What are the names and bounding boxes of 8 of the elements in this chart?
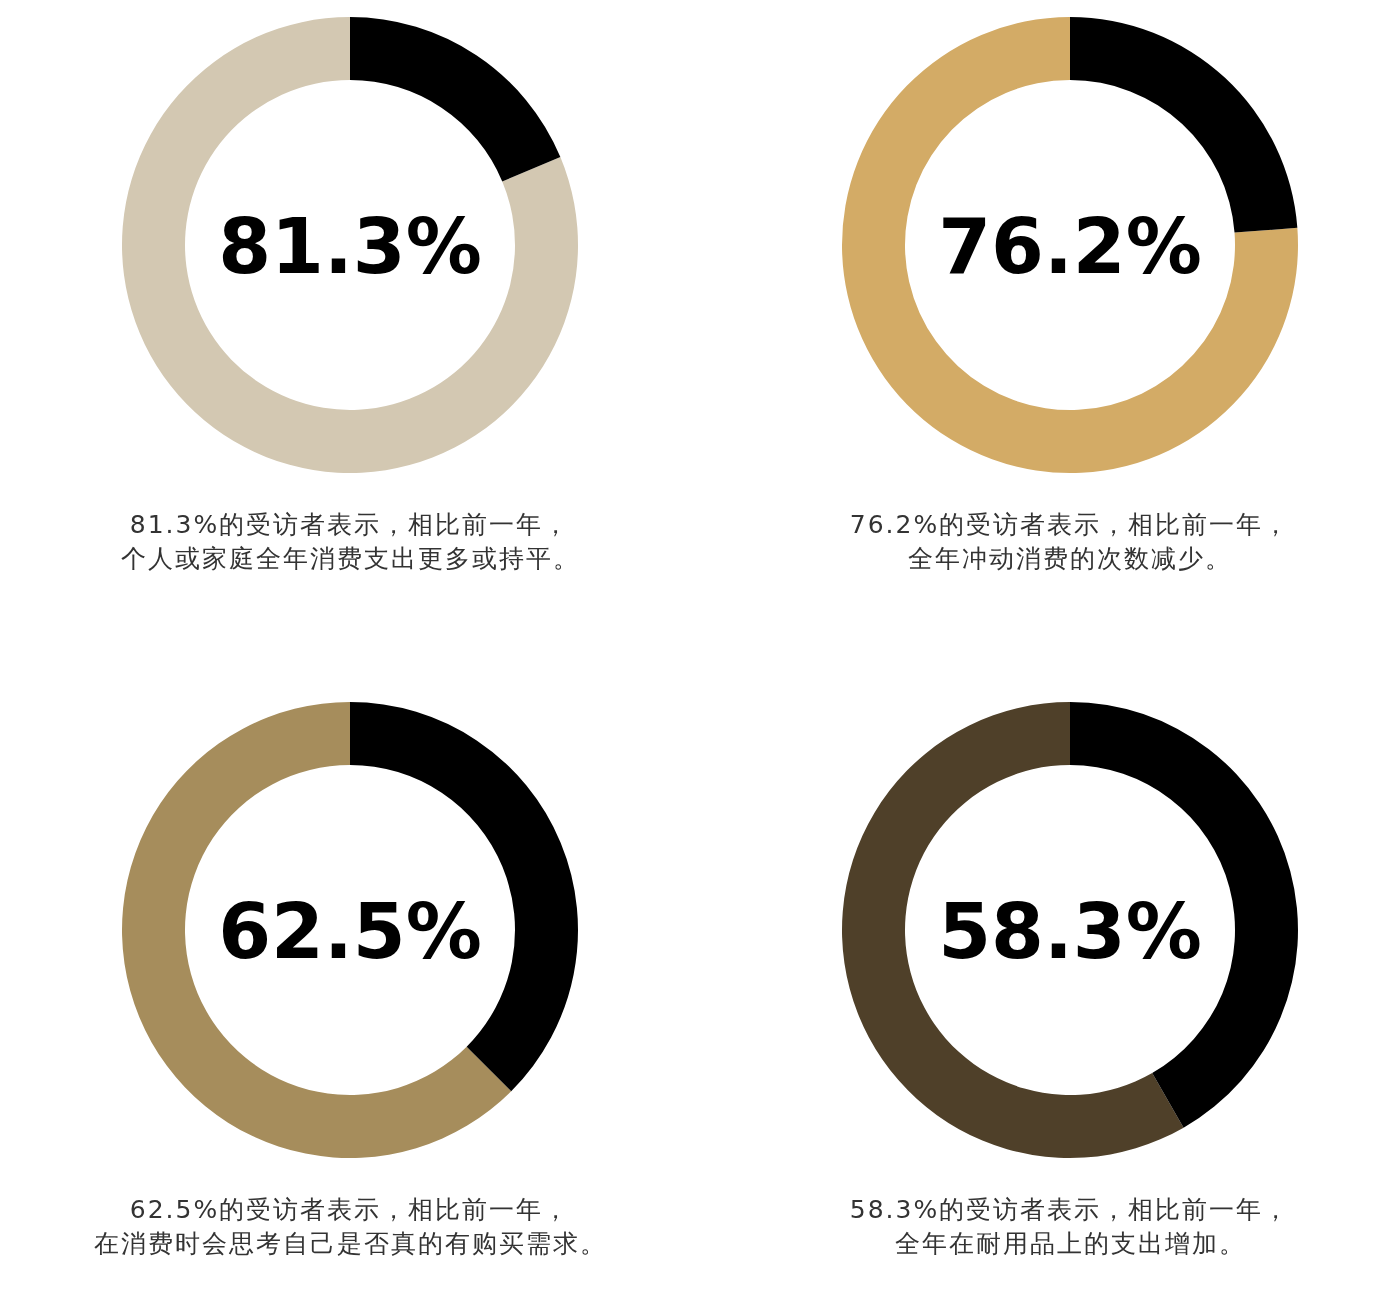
data-label: 76.2% <box>938 202 1202 291</box>
text: 81.3%的受访者表示，相比前一年，个人或家庭全年消费支出更多或持平。 <box>120 510 580 573</box>
text: 76.2%的受访者表示，相比前一年，全年冲动消费的次数减少。 <box>849 510 1291 573</box>
data-label: 62.5% <box>218 887 482 976</box>
data-label: 81.3% <box>218 202 482 291</box>
data-label: 58.3% <box>938 887 1202 976</box>
text: 58.3%的受访者表示，相比前一年，全年在耐用品上的支出增加。 <box>849 1195 1291 1258</box>
text: 62.5%的受访者表示，相比前一年，在消费时会思考自己是否真的有购买需求。 <box>93 1195 607 1258</box>
